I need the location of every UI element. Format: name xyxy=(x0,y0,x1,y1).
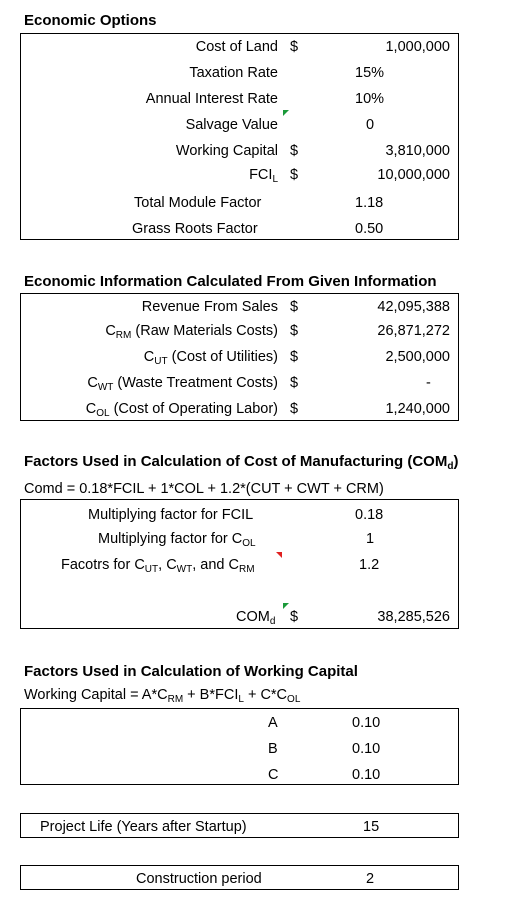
utilities-value[interactable]: 2,500,000 xyxy=(385,349,450,365)
wc-factors-box xyxy=(20,708,459,785)
wc-formula: Working Capital = A*CRM + B*FCIL + C*COL xyxy=(24,687,301,705)
cost-of-land-label: Cost of Land xyxy=(195,39,278,55)
grass-roots-factor-label: Grass Roots Factor xyxy=(132,221,258,237)
com-unit: $ xyxy=(290,609,299,625)
operating-labor-value[interactable]: 1,240,000 xyxy=(385,401,450,417)
construction-period-box xyxy=(20,865,459,890)
factor-c-label: C xyxy=(268,767,279,783)
operating-labor-label: COL (Cost of Operating Labor) xyxy=(85,401,278,419)
revenue-label: Revenue From Sales xyxy=(141,299,278,315)
raw-materials-unit: $ xyxy=(290,323,299,339)
working-capital-value[interactable]: 3,810,000 xyxy=(385,143,450,159)
cut-cwt-crm-factor-label: Facotrs for CUT, CWT, and CRM xyxy=(61,557,255,575)
com-label: COMd xyxy=(236,609,276,627)
taxation-rate-label: Taxation Rate xyxy=(189,65,278,81)
comment-indicator-icon xyxy=(283,110,289,116)
wc-factors-title: Factors Used in Calculation of Working C… xyxy=(24,663,358,680)
economic-options-box xyxy=(20,33,459,240)
revenue-unit: $ xyxy=(290,299,299,315)
waste-treatment-label: CWT (Waste Treatment Costs) xyxy=(87,375,278,393)
cut-cwt-crm-factor-value[interactable]: 1.2 xyxy=(359,557,380,573)
factor-c-value[interactable]: 0.10 xyxy=(352,767,381,783)
com-value[interactable]: 38,285,526 xyxy=(377,609,450,625)
economic-options-title: Economic Options xyxy=(24,12,157,29)
com-formula: Comd = 0.18*FCIL + 1*COL + 1.2*(CUT + CW… xyxy=(24,481,384,497)
working-capital-label: Working Capital xyxy=(175,143,278,159)
com-factors-box xyxy=(20,499,459,629)
interest-rate-value[interactable]: 10% xyxy=(355,91,385,107)
interest-rate-label: Annual Interest Rate xyxy=(145,91,278,107)
factor-b-value[interactable]: 0.10 xyxy=(352,741,381,757)
salvage-value-label: Salvage Value xyxy=(185,117,278,133)
waste-treatment-unit: $ xyxy=(290,375,299,391)
factor-a-value[interactable]: 0.10 xyxy=(352,715,381,731)
raw-materials-value[interactable]: 26,871,272 xyxy=(377,323,450,339)
waste-treatment-value[interactable]: - xyxy=(426,375,431,391)
cost-of-land-value[interactable]: 1,000,000 xyxy=(385,39,450,55)
total-module-factor-value[interactable]: 1.18 xyxy=(355,195,384,211)
project-life-box xyxy=(20,813,459,838)
total-module-factor-label: Total Module Factor xyxy=(134,195,262,211)
construction-period-label: Construction period xyxy=(136,871,262,887)
col-factor-value[interactable]: 1 xyxy=(366,531,375,547)
comment-indicator-icon xyxy=(276,552,282,558)
salvage-value-value[interactable]: 0 xyxy=(366,117,375,133)
fcil-factor-label: Multiplying factor for FCIL xyxy=(88,507,254,523)
comment-indicator-icon xyxy=(283,603,289,609)
utilities-label: CUT (Cost of Utilities) xyxy=(143,349,278,367)
fcil-value[interactable]: 10,000,000 xyxy=(377,167,450,183)
cost-of-land-unit: $ xyxy=(290,39,299,55)
col-factor-label: Multiplying factor for COL xyxy=(98,531,256,549)
raw-materials-label: CRM (Raw Materials Costs) xyxy=(105,323,278,341)
operating-labor-unit: $ xyxy=(290,401,299,417)
project-life-label: Project Life (Years after Startup) xyxy=(40,819,247,835)
revenue-value[interactable]: 42,095,388 xyxy=(377,299,450,315)
com-factors-title: Factors Used in Calculation of Cost of M… xyxy=(24,453,459,472)
utilities-unit: $ xyxy=(290,349,299,365)
fcil-unit: $ xyxy=(290,167,299,183)
factor-b-label: B xyxy=(268,741,278,757)
economic-info-box xyxy=(20,293,459,421)
construction-period-value[interactable]: 2 xyxy=(366,871,375,887)
taxation-rate-value[interactable]: 15% xyxy=(355,65,385,81)
economic-info-title: Economic Information Calculated From Giv… xyxy=(24,273,437,290)
fcil-factor-value[interactable]: 0.18 xyxy=(355,507,384,523)
project-life-value[interactable]: 15 xyxy=(363,819,380,835)
working-capital-unit: $ xyxy=(290,143,299,159)
fcil-label: FCIL xyxy=(249,167,278,185)
factor-a-label: A xyxy=(268,715,278,731)
grass-roots-factor-value[interactable]: 0.50 xyxy=(355,221,384,237)
